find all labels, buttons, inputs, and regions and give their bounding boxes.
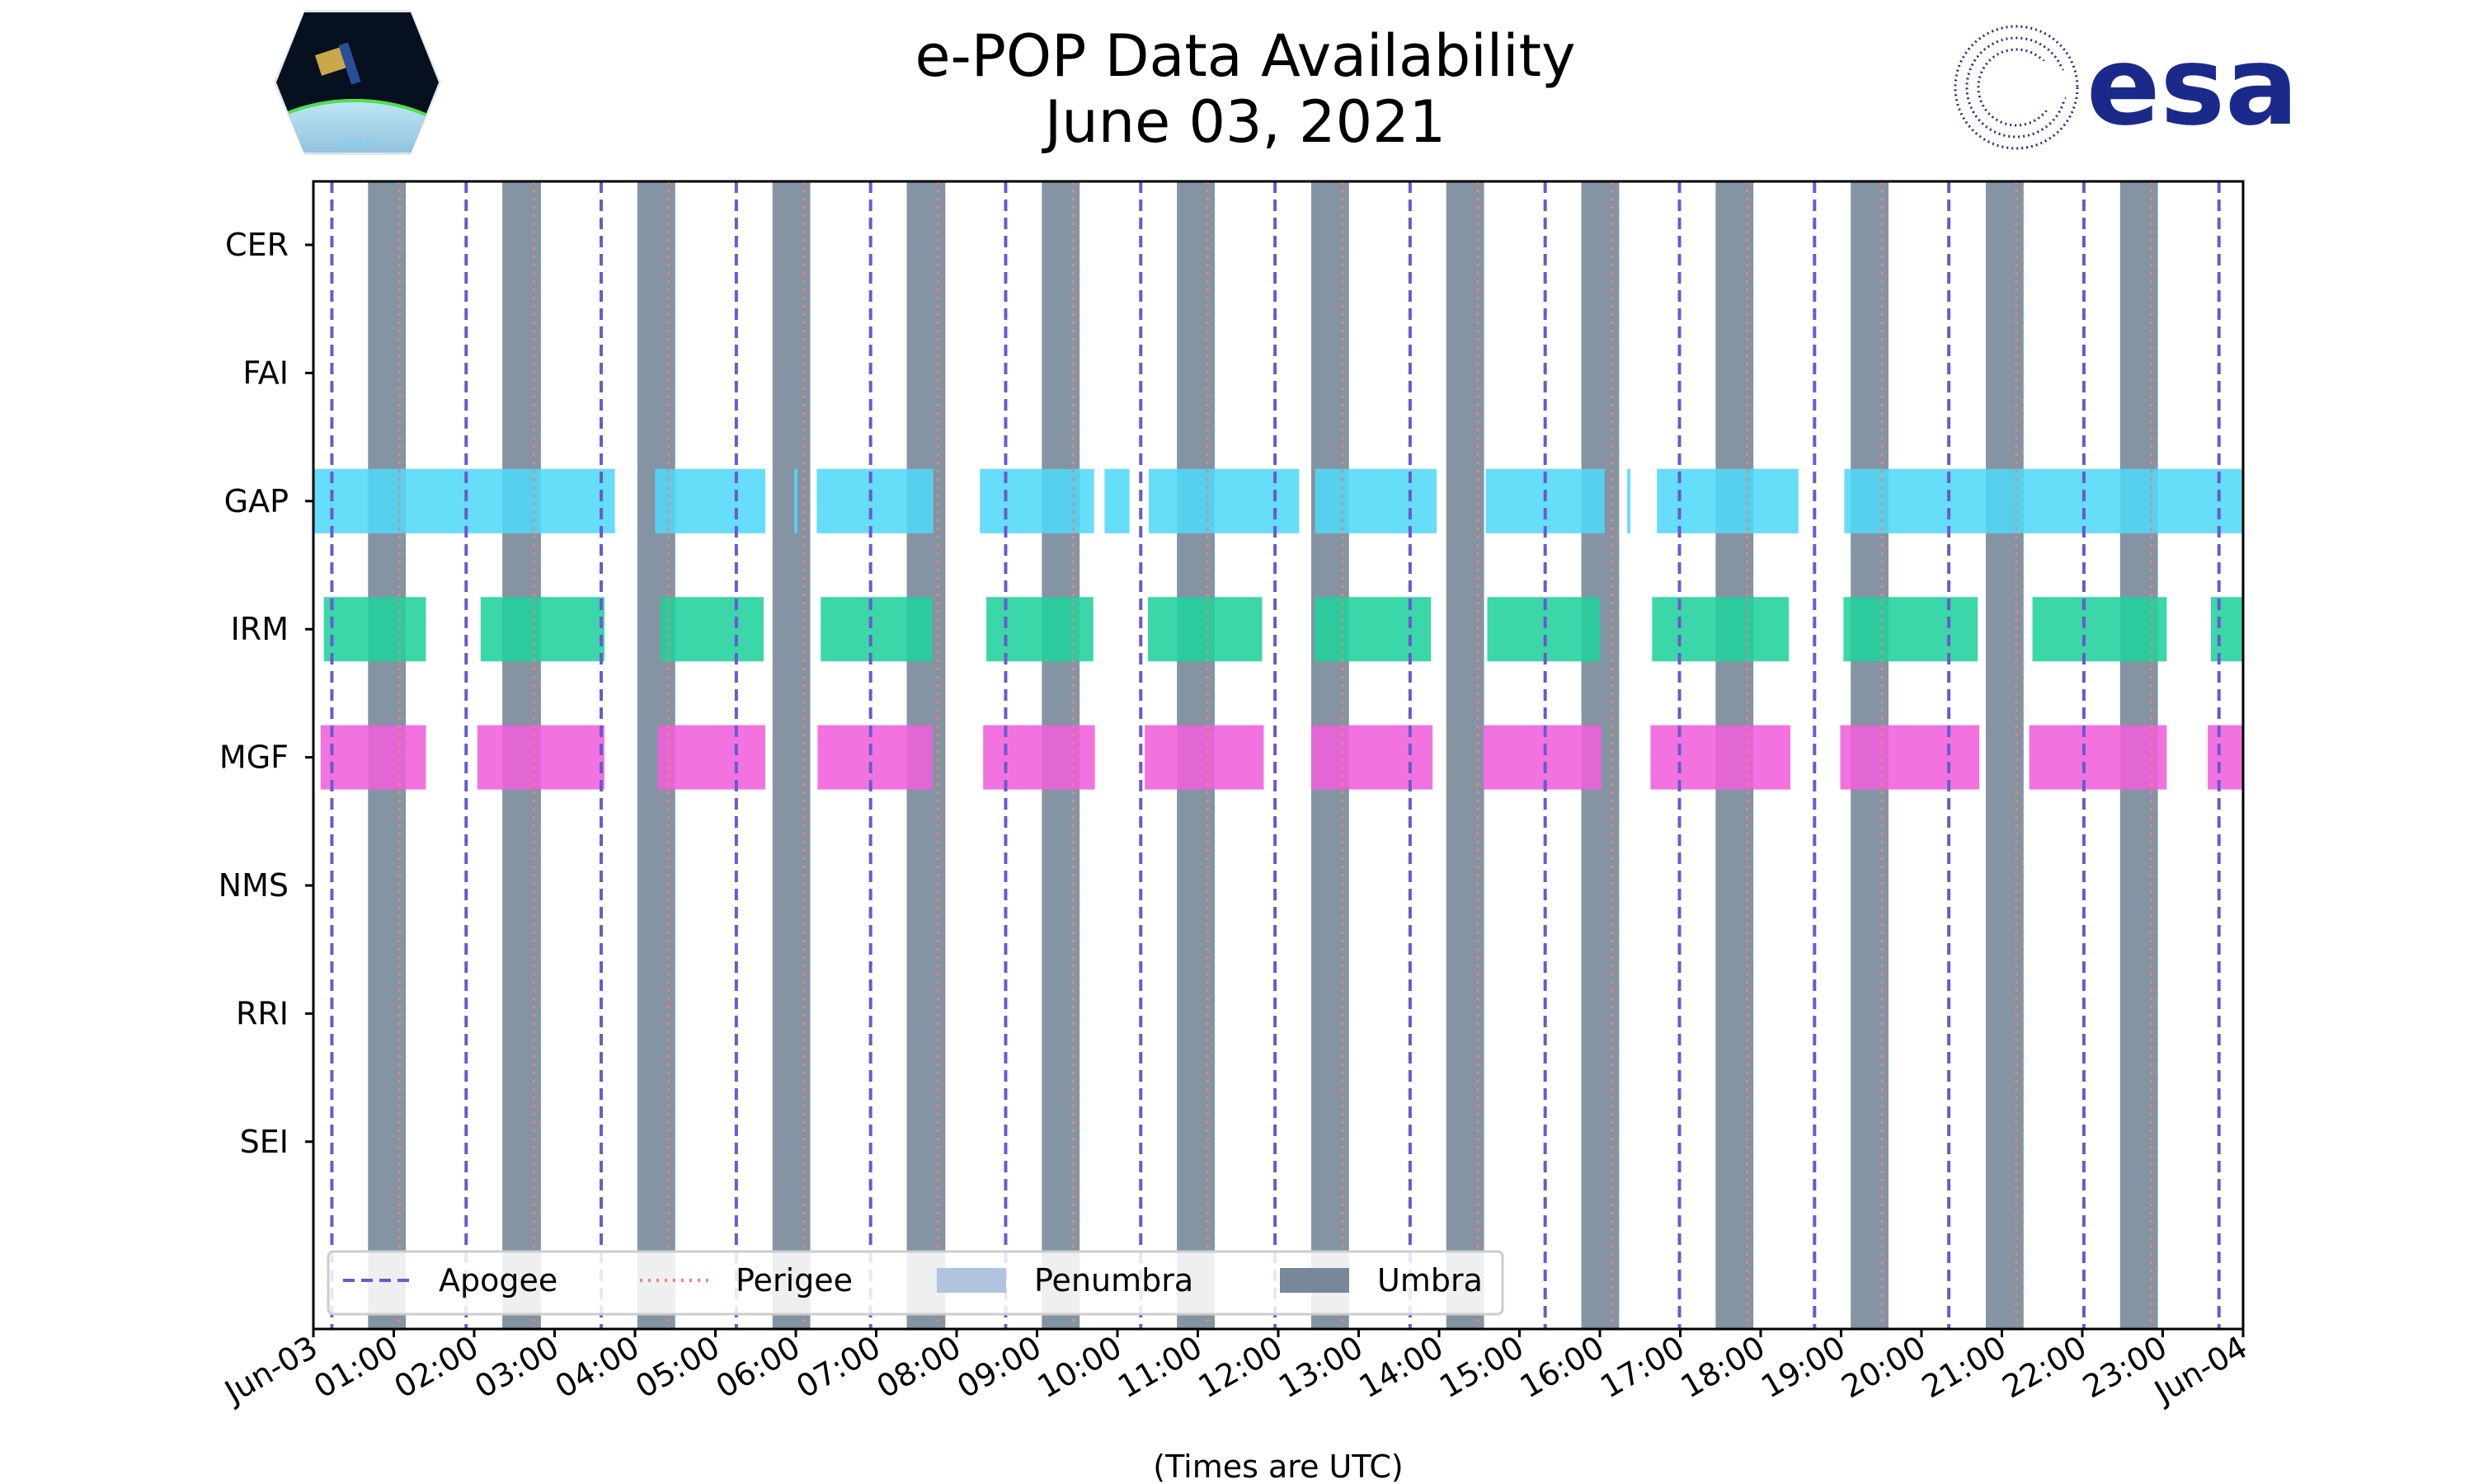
x-tick-label-22: 22:00 — [1997, 1329, 2093, 1406]
irm-bar-0 — [323, 597, 426, 662]
x-tick-label-10: 10:00 — [1032, 1329, 1128, 1406]
umbra-band-3 — [772, 181, 811, 1329]
legend-perigee-label: Perigee — [736, 1262, 853, 1298]
umbra-band-8 — [1446, 181, 1484, 1329]
mgf-bar-6 — [1310, 725, 1433, 790]
mgf-bar-7 — [1483, 725, 1602, 790]
mgf-bar-0 — [320, 725, 426, 790]
mgf-bar-4 — [983, 725, 1095, 790]
gap-bar-11 — [1844, 468, 2243, 533]
mgf-bar-2 — [657, 725, 765, 790]
x-axis-label: (Times are UTC) — [1153, 1449, 1403, 1484]
x-tick-label-4: 04:00 — [549, 1329, 646, 1406]
x-tick-label-9: 09:00 — [951, 1329, 1047, 1406]
gap-bar-0 — [313, 468, 615, 533]
mgf-bar-10 — [2029, 725, 2167, 790]
mgf-bar-3 — [817, 725, 933, 790]
y-tick-label-sei: SEI — [240, 1124, 289, 1160]
chart-title-line2: June 03, 2021 — [1042, 88, 1446, 156]
legend-apogee-label: Apogee — [439, 1262, 557, 1298]
umbra-band-12 — [1986, 181, 2024, 1329]
x-tick-label-2: 02:00 — [388, 1329, 485, 1406]
legend-box — [327, 1250, 1504, 1316]
x-tick-label-12: 12:00 — [1192, 1329, 1289, 1406]
gap-bar-4 — [980, 468, 1094, 533]
irm-bar-2 — [661, 597, 764, 662]
gap-bar-7 — [1315, 468, 1437, 533]
legend-umbra-swatch — [1280, 1268, 1349, 1293]
cassiope-logo-text: CASSIOPE — [338, 139, 375, 148]
y-tick-label-cer: CER — [225, 227, 289, 263]
x-tick-label-1: 01:00 — [308, 1329, 404, 1406]
y-tick-label-fai: FAI — [242, 355, 289, 391]
x-tick-label-18: 18:00 — [1675, 1329, 1771, 1406]
x-tick-label-6: 06:00 — [710, 1329, 807, 1406]
y-tick-label-irm: IRM — [231, 611, 289, 647]
gap-bar-1 — [655, 468, 765, 533]
x-tick-label-20: 20:00 — [1836, 1329, 1932, 1406]
mgf-bar-5 — [1145, 725, 1264, 790]
x-tick-label-8: 08:00 — [871, 1329, 967, 1406]
irm-bar-4 — [986, 597, 1094, 662]
y-tick-label-nms: NMS — [219, 867, 289, 904]
irm-bar-11 — [2211, 597, 2243, 662]
x-tick-label-3: 03:00 — [468, 1329, 565, 1406]
x-tick-label-0: Jun-03 — [218, 1329, 324, 1411]
x-tick-label-5: 05:00 — [629, 1329, 726, 1406]
gap-bar-2 — [794, 468, 797, 533]
irm-bar-9 — [1843, 597, 1978, 662]
x-tick-label-13: 13:00 — [1272, 1329, 1369, 1406]
mgf-bar-1 — [477, 725, 604, 790]
gap-bar-5 — [1104, 468, 1130, 533]
gap-bar-9 — [1627, 468, 1631, 533]
irm-bar-5 — [1148, 597, 1263, 662]
irm-bar-3 — [821, 597, 933, 662]
legend-penumbra-label: Penumbra — [1034, 1262, 1193, 1298]
irm-bar-8 — [1652, 597, 1790, 662]
x-tick-label-14: 14:00 — [1353, 1329, 1450, 1406]
mgf-bar-11 — [2208, 725, 2243, 790]
x-tick-label-16: 16:00 — [1514, 1329, 1611, 1406]
irm-bar-6 — [1314, 597, 1432, 662]
esa-logo-text: esa — [2086, 23, 2298, 150]
gap-bar-3 — [816, 468, 934, 533]
x-tick-label-7: 07:00 — [790, 1329, 887, 1406]
x-tick-label-17: 17:00 — [1594, 1329, 1691, 1406]
chart-title-line1: e-POP Data Availability — [915, 22, 1575, 90]
x-tick-label-24: Jun-04 — [2147, 1329, 2254, 1411]
y-tick-label-rri: RRI — [236, 995, 289, 1031]
x-tick-label-11: 11:00 — [1112, 1329, 1208, 1406]
mgf-bar-9 — [1840, 725, 1980, 790]
x-tick-label-15: 15:00 — [1433, 1329, 1530, 1406]
y-tick-label-mgf: MGF — [219, 740, 289, 776]
x-tick-label-21: 21:00 — [1916, 1329, 2012, 1406]
irm-bar-10 — [2032, 597, 2167, 662]
legend-penumbra-swatch — [937, 1268, 1006, 1293]
x-tick-label-19: 19:00 — [1755, 1329, 1851, 1406]
legend: Apogee Perigee Penumbra Umbra — [327, 1250, 1504, 1316]
esa-logo: esa — [1954, 23, 2298, 150]
legend-umbra-label: Umbra — [1377, 1262, 1483, 1298]
y-tick-label-gap: GAP — [224, 483, 289, 519]
irm-bar-1 — [480, 597, 604, 662]
mgf-bar-8 — [1650, 725, 1791, 790]
